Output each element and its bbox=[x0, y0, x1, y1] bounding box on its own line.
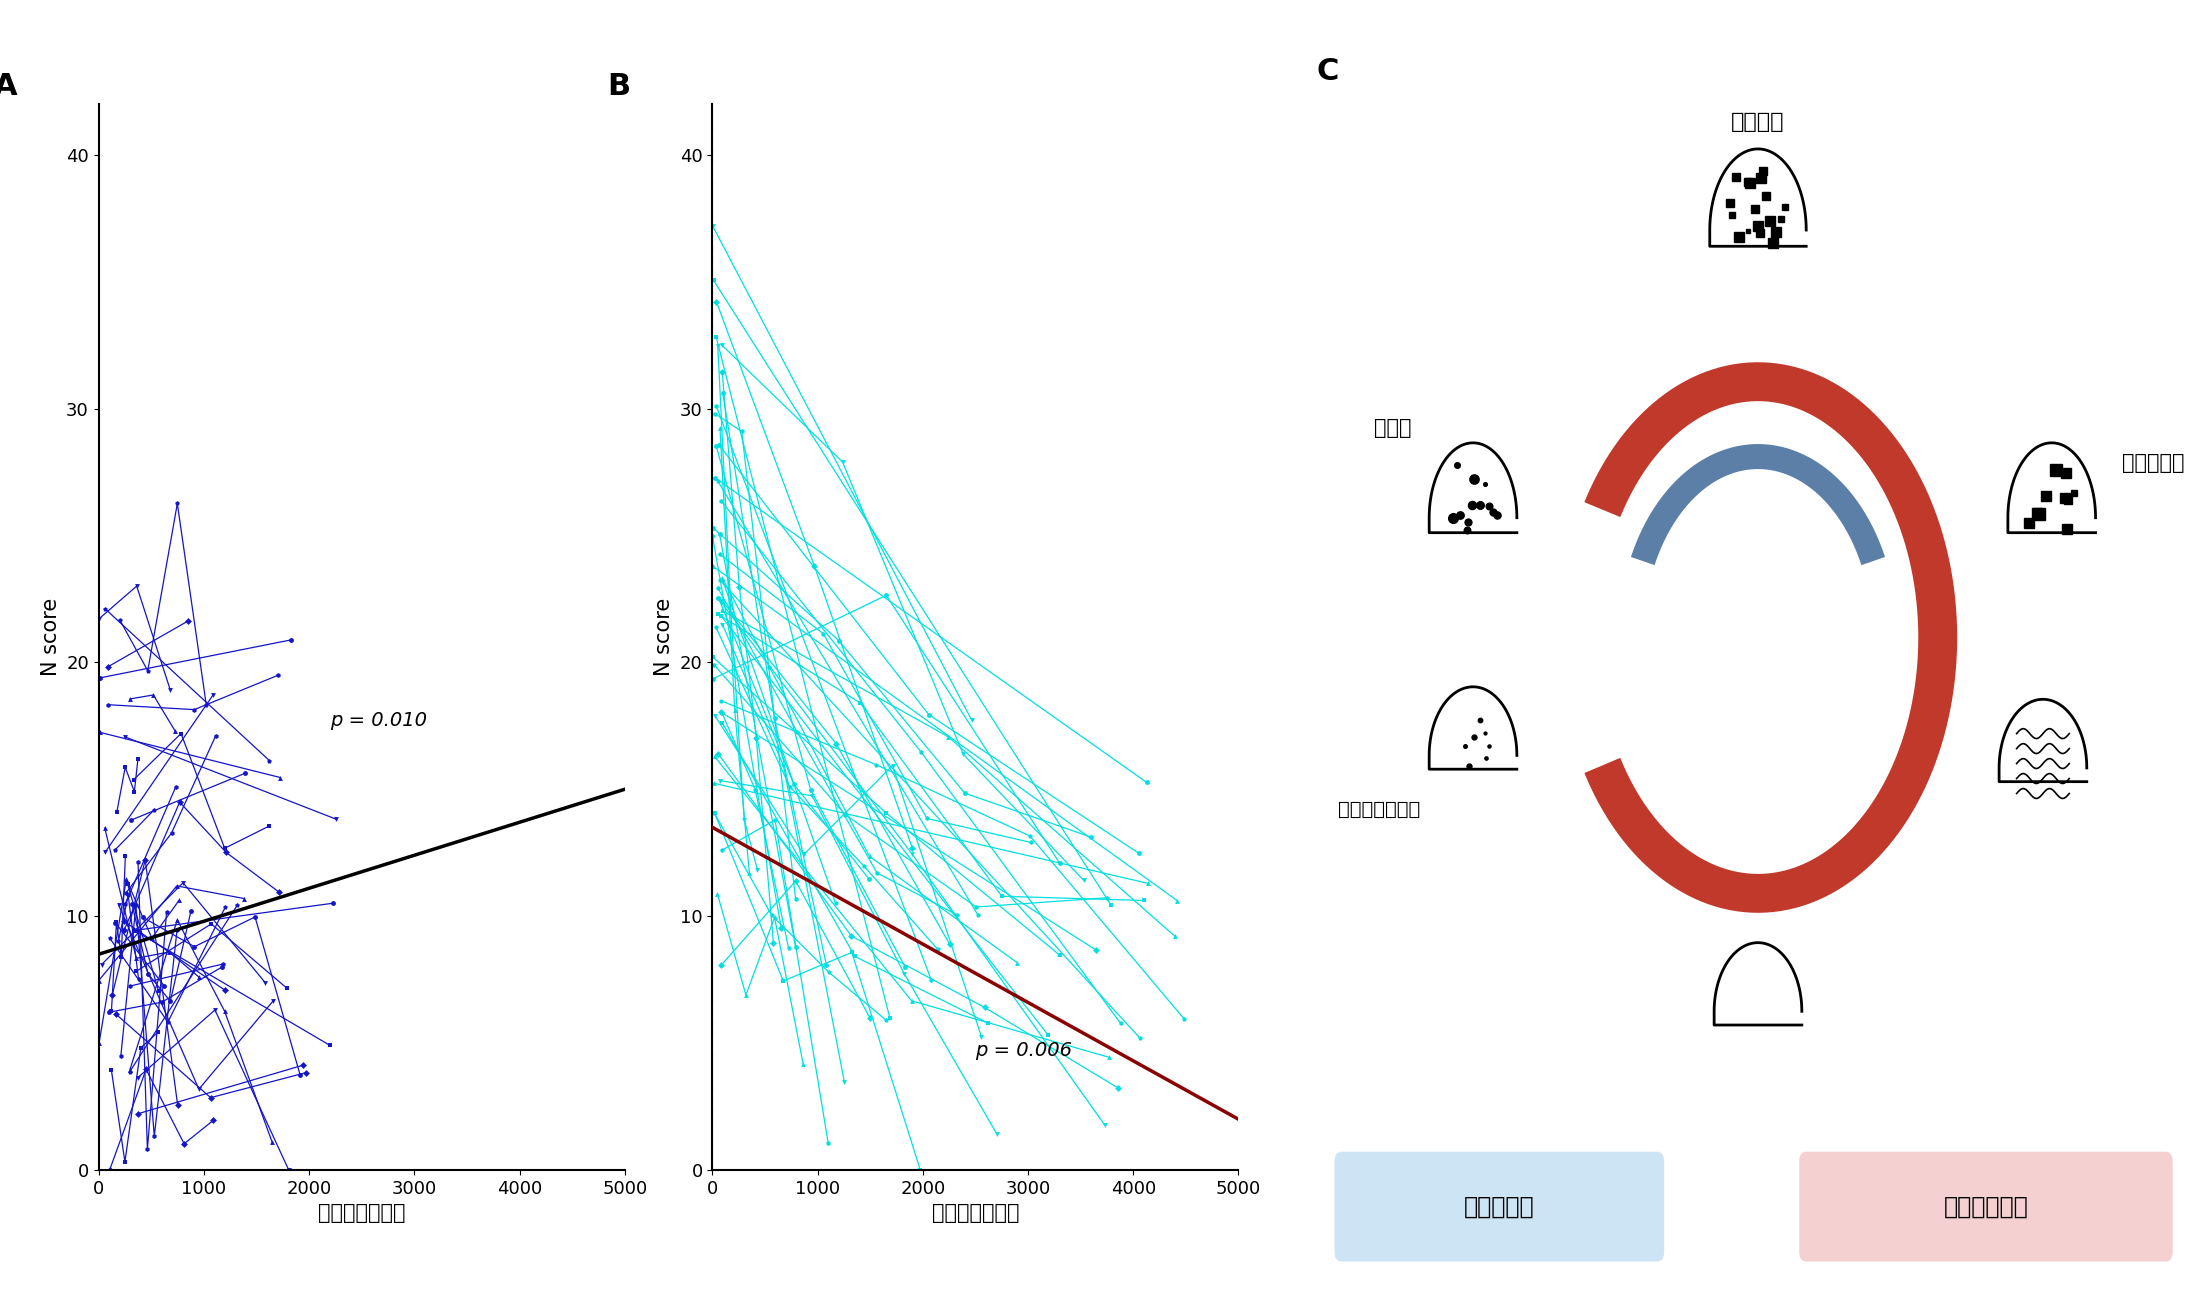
Text: p = 0.006: p = 0.006 bbox=[975, 1041, 1072, 1059]
Text: 浸潤影: 浸潤影 bbox=[1374, 417, 1412, 438]
Text: A: A bbox=[0, 72, 18, 101]
Text: 不可逆性因子: 不可逆性因子 bbox=[1944, 1195, 2028, 1218]
FancyBboxPatch shape bbox=[1335, 1152, 1664, 1261]
Y-axis label: N score: N score bbox=[655, 598, 675, 676]
Text: p = 0.010: p = 0.010 bbox=[331, 711, 427, 729]
X-axis label: 診断後経過日数: 診断後経過日数 bbox=[318, 1204, 406, 1223]
Text: 可逆性因子: 可逆性因子 bbox=[1464, 1195, 1534, 1218]
Text: 気管支拡張: 気管支拡張 bbox=[2122, 452, 2185, 473]
Y-axis label: N score: N score bbox=[42, 598, 61, 676]
Text: B: B bbox=[607, 72, 631, 101]
FancyBboxPatch shape bbox=[1800, 1152, 2172, 1261]
Text: 空洞形成: 空洞形成 bbox=[1732, 112, 1784, 133]
X-axis label: 治療開始後日数: 治療開始後日数 bbox=[932, 1204, 1019, 1223]
Text: C: C bbox=[1315, 57, 1339, 86]
Text: 粒状影・結節影: 粒状影・結節影 bbox=[1337, 800, 1420, 819]
